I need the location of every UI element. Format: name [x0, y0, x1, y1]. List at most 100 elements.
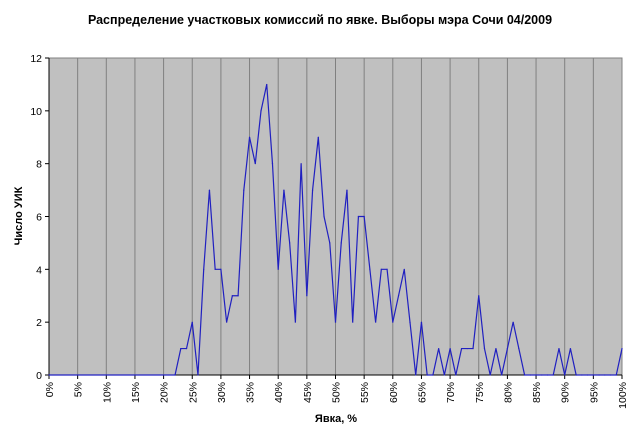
- data-point: [248, 136, 251, 138]
- x-tick-label: 15%: [130, 382, 142, 403]
- data-point: [311, 189, 314, 191]
- data-point: [208, 189, 211, 191]
- data-point: [443, 374, 445, 376]
- data-point: [501, 374, 503, 376]
- data-point: [535, 374, 537, 376]
- data-point: [512, 321, 514, 323]
- data-point: [197, 374, 199, 376]
- x-tick-label: 0%: [44, 382, 56, 397]
- data-point: [529, 374, 531, 376]
- data-point: [243, 189, 245, 191]
- y-axis-label: Число УИК: [13, 186, 25, 245]
- data-point: [352, 321, 354, 323]
- data-point: [438, 347, 440, 350]
- data-point: [415, 374, 417, 376]
- data-point: [334, 321, 337, 323]
- data-point: [203, 268, 205, 270]
- data-point: [581, 374, 583, 376]
- x-tick-label: 75%: [474, 382, 486, 403]
- y-tick-label: 10: [30, 106, 42, 118]
- data-point: [329, 242, 331, 244]
- data-point: [346, 189, 348, 191]
- data-point: [48, 374, 50, 376]
- data-point: [369, 268, 371, 270]
- data-point: [323, 215, 325, 218]
- data-point: [455, 374, 457, 376]
- chart-title: Распределение участковых комиссий по явк…: [88, 13, 552, 27]
- y-tick-labels: 0 2 4 6 8 10 12: [30, 53, 42, 382]
- data-point: [254, 163, 256, 165]
- data-point: [386, 268, 388, 270]
- data-point: [523, 374, 526, 376]
- data-point: [541, 374, 543, 376]
- x-tick-label: 10%: [101, 382, 113, 403]
- data-point: [185, 347, 188, 350]
- data-point: [426, 374, 428, 376]
- data-point: [518, 347, 520, 350]
- data-point: [495, 347, 497, 350]
- data-point: [564, 374, 566, 376]
- x-tick-label: 55%: [359, 382, 371, 403]
- data-point: [420, 321, 423, 323]
- data-point: [266, 83, 268, 86]
- y-tick-label: 12: [30, 53, 42, 65]
- data-point: [375, 321, 377, 323]
- data-point: [317, 136, 319, 138]
- data-point: [283, 189, 285, 191]
- x-tick-label: 35%: [245, 382, 257, 403]
- data-point: [552, 374, 554, 376]
- data-point: [340, 242, 342, 244]
- data-point: [180, 347, 182, 350]
- data-point: [472, 347, 474, 350]
- data-point: [226, 321, 228, 323]
- data-point: [271, 163, 274, 165]
- data-point: [300, 163, 302, 165]
- data-point: [449, 347, 451, 350]
- data-point: [558, 347, 560, 350]
- data-point: [397, 295, 400, 297]
- x-tick-labels: 0% 5% 10% 15% 20% 25% 30% 35% 40% 45% 50% 55% 60% 65%…: [44, 382, 629, 409]
- x-tick-label: 95%: [588, 382, 600, 403]
- y-tick-label: 6: [36, 212, 42, 224]
- data-point: [380, 268, 382, 270]
- data-point: [363, 215, 365, 218]
- series-layer: [48, 83, 623, 376]
- data-point: [478, 295, 480, 297]
- data-point: [604, 374, 606, 376]
- data-point: [483, 347, 486, 350]
- x-tick-label: 30%: [216, 382, 228, 403]
- data-point: [289, 242, 291, 244]
- data-point: [546, 374, 549, 376]
- x-tick-label: 80%: [502, 382, 514, 403]
- x-tick-label: 45%: [302, 382, 314, 403]
- data-point: [277, 268, 279, 270]
- x-tick-label: 65%: [416, 382, 428, 403]
- data-point: [294, 321, 296, 323]
- x-tick-label: 50%: [331, 382, 343, 403]
- y-tick-label: 2: [36, 317, 42, 329]
- y-tick-label: 0: [36, 370, 42, 382]
- data-point: [174, 374, 176, 376]
- data-point: [432, 374, 434, 376]
- data-point: [214, 268, 216, 270]
- data-point: [220, 268, 222, 270]
- data-point: [592, 374, 594, 376]
- x-tick-label: 85%: [531, 382, 543, 403]
- data-point: [191, 321, 193, 323]
- data-point: [598, 374, 600, 376]
- data-point: [587, 374, 589, 376]
- x-tick-label: 5%: [73, 382, 85, 397]
- x-tick-label: 70%: [445, 382, 457, 403]
- data-point: [409, 321, 411, 323]
- x-tick-label: 20%: [159, 382, 171, 403]
- data-point: [615, 374, 617, 376]
- data-point: [609, 374, 612, 376]
- data-point: [357, 215, 360, 218]
- x-axis-label: Явка, %: [315, 413, 357, 425]
- x-tick-label: 40%: [273, 382, 285, 403]
- x-tick-label: 60%: [388, 382, 400, 403]
- y-tick-label: 8: [36, 159, 42, 171]
- series-line: [49, 84, 623, 376]
